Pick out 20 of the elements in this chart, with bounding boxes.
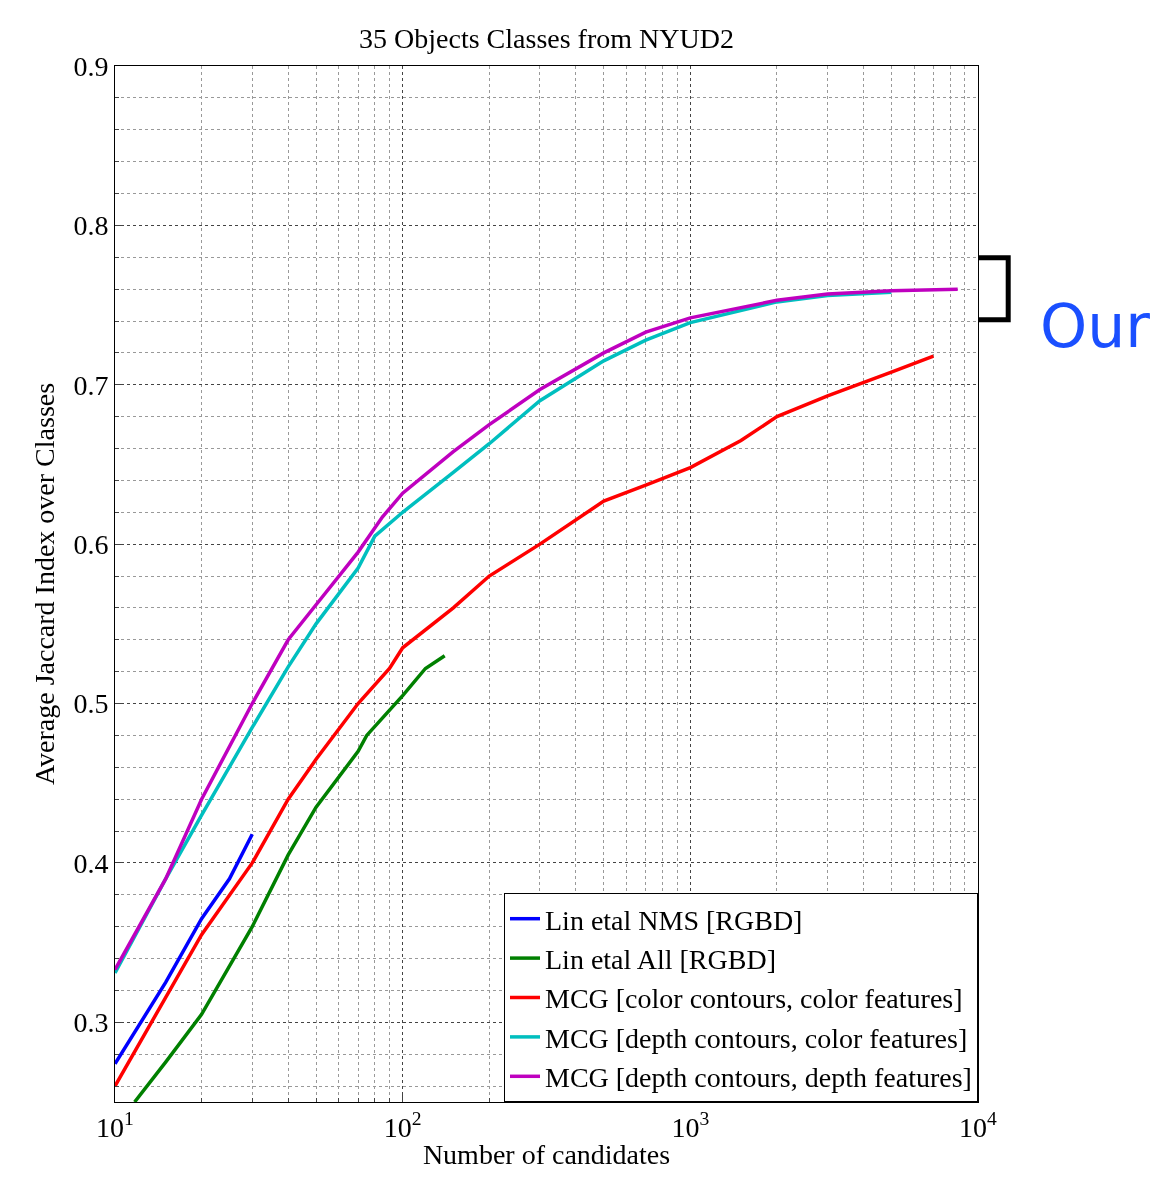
- x-tick-label: 10$^{4}$: [959, 1107, 998, 1143]
- chart-title: 35 Objects Classes from NYUD2: [359, 23, 734, 54]
- y-tick-label: 0.5: [73, 688, 109, 720]
- legend-label: Lin etal NMS [RGBD]: [545, 904, 803, 936]
- y-tick-label: 0.8: [73, 210, 109, 242]
- x-tick-label: 10$^{2}$: [383, 1107, 422, 1143]
- x-tick-label: 10$^{1}$: [96, 1107, 134, 1143]
- x-tick-label: 10$^{3}$: [671, 1107, 710, 1143]
- legend-label: MCG [color contours, color features]: [545, 983, 963, 1015]
- text: Our: [1040, 291, 1151, 361]
- y-tick-label: 0.7: [73, 369, 109, 401]
- y-tick-label: 0.9: [73, 50, 109, 82]
- y-axis-title: Average Jaccard Index over Classes: [29, 382, 61, 786]
- x-axis-title: Number of candidates: [422, 1138, 671, 1170]
- y-tick-label: 0.4: [73, 847, 109, 879]
- legend-label: MCG [depth contours, depth features]: [545, 1062, 972, 1094]
- y-tick-label: 0.6: [73, 528, 109, 560]
- legend-label: Lin etal All [RGBD]: [545, 944, 776, 976]
- y-tick-label: 0.3: [73, 1007, 109, 1039]
- legend-label: MCG [depth contours, color features]: [545, 1022, 968, 1054]
